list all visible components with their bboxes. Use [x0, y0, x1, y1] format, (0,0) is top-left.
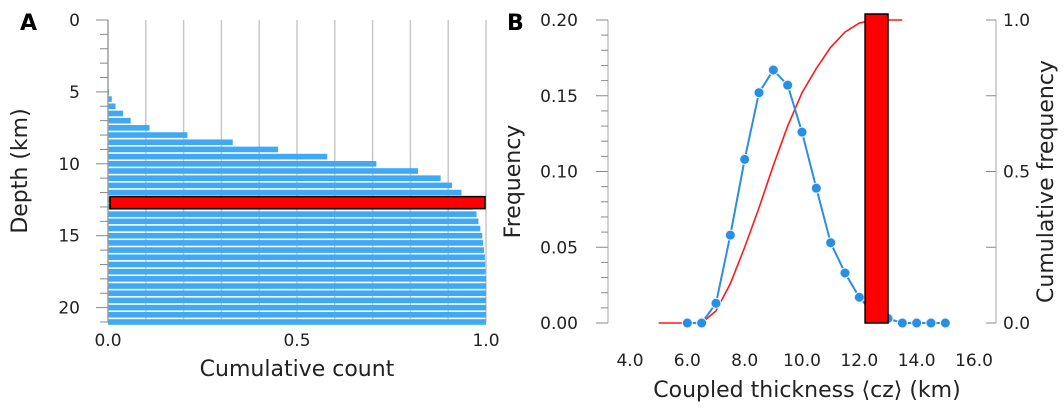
x-tick-label: 12.0: [840, 351, 878, 371]
highlight-bar: [109, 195, 486, 210]
frequency-point: [925, 317, 937, 329]
frequency-line: [687, 68, 946, 324]
y-tick-label: 0.10: [540, 163, 578, 183]
y-tick-label: 0: [69, 11, 80, 31]
panel-a-tick-labels: 0 5 10 15 20 0.0 0.5 1.0: [58, 11, 499, 351]
depth-bar: [108, 125, 150, 131]
depth-bar: [108, 240, 483, 246]
depth-bar: [108, 139, 233, 146]
frequency-point: [939, 317, 951, 329]
panel-letter-b: B: [507, 11, 524, 36]
y2-tick-label: 1.0: [1003, 11, 1030, 31]
depth-bar: [108, 175, 441, 181]
y-tick-label: 0.20: [540, 11, 578, 31]
y2-tick-label: 0.0: [1003, 314, 1030, 334]
frequency-point: [782, 79, 794, 91]
depth-bar: [108, 161, 377, 167]
y-tick-label: 10: [58, 155, 80, 175]
x-tick-label: 0.5: [283, 331, 310, 351]
depth-bar: [108, 211, 477, 217]
x-tick-label: 8.0: [731, 351, 758, 371]
depth-bar: [108, 117, 131, 124]
frequency-point: [911, 317, 923, 329]
panel-b-y-axis-title: Frequency: [501, 125, 526, 239]
x-tick-label: 16.0: [955, 351, 993, 371]
depth-bar: [108, 290, 486, 297]
depth-bar: [108, 103, 116, 110]
y-tick-label: 0.00: [540, 314, 578, 334]
highlight-bar: [864, 13, 889, 324]
y-tick-label: 0.05: [540, 238, 578, 258]
depth-bar: [108, 189, 462, 196]
depth-bar: [108, 297, 486, 304]
depth-bar: [108, 96, 112, 102]
frequency-point: [753, 87, 765, 99]
panel-a-chart: 0 5 10 15 20 0.0 0.5 1.0 Cumulative count Depth…: [8, 11, 500, 382]
panel-letter-a: A: [20, 11, 37, 36]
y-tick-label: 20: [58, 299, 80, 319]
x-tick-label: 10.0: [783, 351, 821, 371]
x-tick-label: 0.0: [94, 331, 121, 351]
frequency-point: [810, 182, 822, 194]
frequency-point: [796, 126, 808, 138]
depth-bar: [108, 247, 485, 253]
panel-b-chart: 0.00 0.05 0.10 0.15 0.20 0.0 0.5 1.0 4.0 6.0 8.0 10…: [501, 11, 1059, 403]
x-tick-label: 1.0: [472, 331, 499, 351]
depth-bar: [108, 283, 486, 289]
panel-b-series: [658, 13, 951, 329]
panel-a-x-axis-title: Cumulative count: [200, 357, 395, 382]
depth-bar: [108, 168, 418, 174]
panel-b-axes: [596, 19, 997, 324]
depth-bar: [108, 254, 485, 261]
panel-a-axes: [96, 19, 109, 323]
frequency-point: [853, 291, 865, 303]
frequency-point: [825, 237, 837, 249]
frequency-point: [896, 317, 908, 329]
depth-bar: [108, 232, 483, 239]
panel-b-tick-labels: 0.00 0.05 0.10 0.15 0.20 0.0 0.5 1.0 4.0 6.0 8.0 10…: [540, 11, 1030, 371]
y2-tick-label: 0.5: [1003, 163, 1030, 183]
y-tick-label: 5: [69, 83, 80, 103]
depth-bar: [108, 182, 452, 189]
depth-bar: [108, 312, 486, 318]
depth-bar: [108, 132, 188, 138]
x-tick-label: 14.0: [898, 351, 936, 371]
depth-bar: [108, 146, 279, 153]
frequency-point: [767, 64, 779, 76]
frequency-point: [681, 317, 693, 329]
depth-bar: [108, 261, 486, 268]
depth-bar: [108, 110, 124, 117]
depth-bar: [108, 319, 486, 325]
frequency-point: [710, 297, 722, 309]
depth-bar: [108, 225, 481, 232]
depth-bar: [108, 304, 486, 311]
frequency-point: [724, 229, 736, 241]
depth-bar: [108, 218, 479, 225]
depth-bar: [108, 268, 486, 275]
frequency-point: [839, 267, 851, 279]
y-tick-label: 0.15: [540, 87, 578, 107]
panel-a-y-axis-title: Depth (km): [8, 108, 33, 233]
depth-bar: [108, 276, 486, 282]
x-tick-label: 6.0: [674, 351, 701, 371]
panel-b-x-axis-title: Coupled thickness ⟨cz⟩ (km): [653, 378, 960, 403]
x-tick-label: 4.0: [616, 351, 643, 371]
panel-b-y2-axis-title: Cumulative frequency: [1034, 60, 1059, 303]
y-tick-label: 15: [58, 227, 80, 247]
frequency-point: [739, 153, 751, 165]
depth-bar: [108, 153, 328, 160]
frequency-point: [696, 317, 708, 329]
panel-a-bars: [108, 89, 486, 325]
